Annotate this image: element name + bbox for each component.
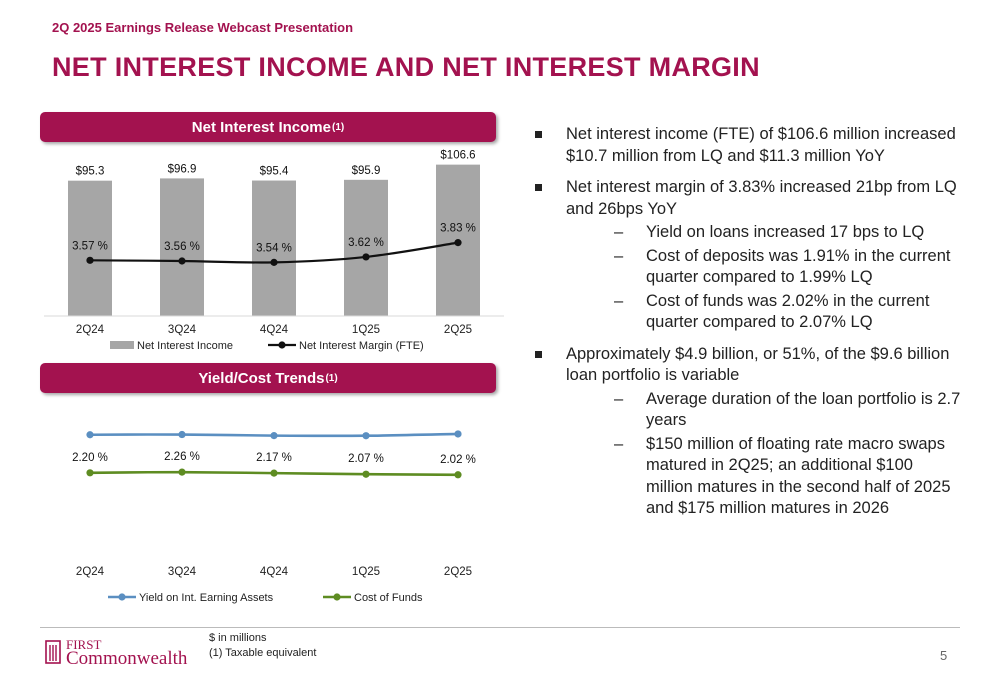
footnote-taxable: (1) Taxable equivalent — [209, 647, 317, 659]
nii-bar-label: $95.4 — [260, 166, 289, 178]
building-icon — [45, 640, 61, 664]
yc-category-label: 2Q25 — [444, 566, 472, 578]
bullet-nii: Net interest income (FTE) of $106.6 mill… — [532, 124, 962, 167]
logo-commonwealth-text: Commonwealth — [66, 648, 188, 669]
yc-point — [362, 432, 370, 440]
nii-category-label: 3Q24 — [168, 324, 197, 336]
yc-point — [362, 470, 370, 478]
presentation-subtitle: 2Q 2025 Earnings Release Webcast Present… — [52, 20, 354, 35]
sub-bullet: Cost of deposits was 1.91% in the curren… — [566, 246, 962, 289]
footer-divider — [40, 627, 960, 628]
yc-category-label: 1Q25 — [352, 566, 380, 578]
yc-category-label: 4Q24 — [260, 566, 289, 578]
footnote-units: $ in millions — [209, 632, 267, 644]
legend-marker-yield — [118, 593, 126, 601]
nim-point — [362, 253, 370, 261]
yield-cost-trends-chart: 5.66 %5.68 %5.58 %5.57 %5.73 %2.20 %2.26… — [72, 430, 476, 604]
nii-category-label: 1Q25 — [352, 324, 380, 336]
bullet-nim: Net interest margin of 3.83% increased 2… — [532, 177, 962, 334]
yc-data-label: 2.02 % — [440, 454, 476, 466]
nii-bar — [160, 178, 204, 316]
yc-point — [454, 471, 462, 479]
legend-label-cost: Cost of Funds — [354, 592, 423, 604]
nii-bar-label: $95.3 — [76, 166, 105, 178]
legend-swatch-nii — [110, 341, 134, 349]
bullet-text: Net interest margin of 3.83% increased 2… — [566, 178, 957, 218]
yc-point — [178, 468, 186, 476]
nim-point — [178, 257, 186, 265]
nim-point — [86, 256, 94, 264]
yc-point — [454, 430, 462, 438]
nii-category-label: 4Q24 — [260, 324, 289, 336]
first-commonwealth-logo: FIRST Commonwealth — [44, 637, 188, 669]
yc-point — [270, 469, 278, 477]
nii-bar — [252, 180, 296, 316]
yield-cost-section-header: Yield/Cost Trends (1) — [40, 363, 496, 393]
nii-section-title: Net Interest Income — [191, 118, 331, 136]
nim-point — [454, 239, 462, 247]
legend-marker-nim — [278, 341, 286, 349]
nii-footnote-mark: (1) — [331, 121, 345, 133]
nii-bar — [344, 179, 388, 316]
nii-bar-label: $96.9 — [168, 163, 197, 175]
nii-category-label: 2Q25 — [444, 324, 472, 336]
nim-label: 3.57 % — [72, 240, 108, 252]
legend-label-yield: Yield on Int. Earning Assets — [139, 592, 274, 604]
yc-point — [86, 469, 94, 477]
sub-bullet: Average duration of the loan portfolio i… — [566, 389, 962, 432]
nim-point — [270, 258, 278, 266]
yc-data-label: 2.17 % — [256, 452, 292, 464]
commentary-bullets: Net interest income (FTE) of $106.6 mill… — [532, 124, 962, 530]
nii-bar — [68, 180, 112, 316]
yc-data-label: 2.20 % — [72, 452, 108, 464]
legend-label-nim: Net Interest Margin (FTE) — [299, 340, 424, 352]
nii-category-label: 2Q24 — [76, 324, 105, 336]
legend-marker-cost — [333, 593, 341, 601]
logo-first-text: FIRST — [66, 637, 102, 652]
bullet-loan-portfolio: Approximately $4.9 billion, or 51%, of t… — [532, 344, 962, 520]
nii-bar-label: $106.6 — [440, 150, 475, 162]
yc-data-label: 2.07 % — [348, 453, 384, 465]
yc-data-label: 2.26 % — [164, 451, 200, 463]
page-number: 5 — [940, 648, 948, 663]
sub-bullet: $150 million of floating rate macro swap… — [566, 434, 962, 520]
net-interest-income-chart: $95.3 $96.9 $95.4 $95.9 $106.6 3.57 % 3.56 % 3.… — [44, 150, 504, 352]
nim-label: 3.83 % — [440, 223, 476, 235]
nii-section-header: Net Interest Income (1) — [40, 112, 496, 142]
yc-category-label: 3Q24 — [168, 566, 197, 578]
nii-bar-label: $95.9 — [352, 165, 381, 177]
legend-label-nii: Net Interest Income — [137, 340, 233, 352]
yc-point — [86, 431, 94, 439]
footnotes: $ in millions (1) Taxable equivalent — [209, 631, 316, 661]
nim-label: 3.56 % — [164, 241, 200, 253]
bullet-text: Net interest income (FTE) of $106.6 mill… — [566, 125, 956, 165]
yield-cost-section-title: Yield/Cost Trends — [198, 369, 325, 387]
sub-bullet: Cost of funds was 2.02% in the current q… — [566, 291, 962, 334]
nim-label: 3.62 % — [348, 237, 384, 249]
yc-point — [178, 430, 186, 439]
yc-category-label: 2Q24 — [76, 566, 105, 578]
yc-point — [270, 432, 278, 440]
bullet-text: Approximately $4.9 billion, or 51%, of t… — [566, 344, 950, 385]
page-title: NET INTEREST INCOME AND NET INTEREST MAR… — [52, 52, 760, 82]
sub-bullet: Yield on loans increased 17 bps to LQ — [566, 222, 962, 244]
yield-cost-footnote-mark: (1) — [325, 372, 338, 384]
nim-label: 3.54 % — [256, 242, 292, 254]
